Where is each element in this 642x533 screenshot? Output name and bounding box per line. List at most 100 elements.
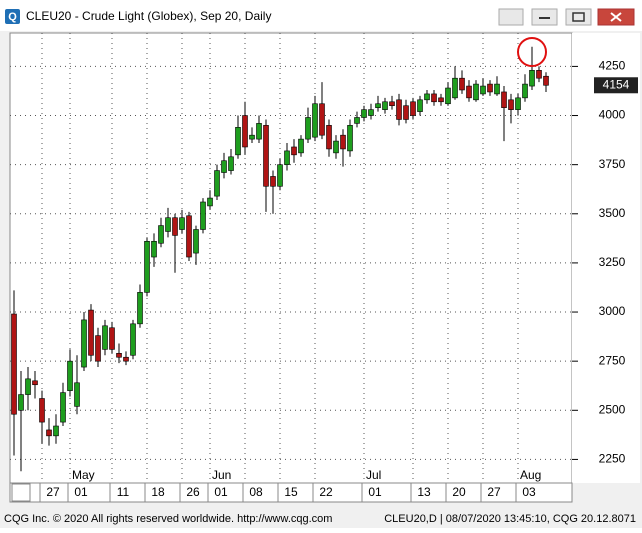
candle-body (137, 292, 143, 325)
x-tick-label: 01 (214, 485, 228, 499)
candle-body (466, 85, 472, 99)
candle-body (326, 125, 332, 150)
candle-body (375, 103, 381, 108)
app-icon-text: Q (8, 11, 17, 23)
candle-body (522, 83, 528, 99)
y-tick-label: 3250 (599, 255, 626, 269)
candle-body (340, 134, 346, 150)
candle-body (508, 99, 514, 110)
y-tick-label: 3000 (599, 304, 626, 318)
candle-body (102, 325, 108, 350)
candle-body (179, 217, 185, 230)
candle-body (32, 380, 38, 386)
y-tick-label: 2750 (599, 353, 626, 367)
candle-body (487, 83, 493, 93)
plot-area (9, 32, 573, 484)
candle-body (410, 101, 416, 116)
candle-body (347, 125, 353, 152)
candle-body (249, 134, 255, 140)
maximize-button[interactable] (565, 8, 592, 26)
candle-body (165, 217, 171, 232)
candle-body (319, 103, 325, 136)
candle-body (158, 225, 164, 244)
candle-body (536, 70, 542, 79)
candle-body (480, 85, 486, 95)
candle-body (389, 101, 395, 107)
x-tick-label: 20 (452, 485, 466, 499)
candle-body (39, 398, 45, 423)
candle-body (277, 164, 283, 187)
candle-body (214, 170, 220, 197)
candle-body (361, 109, 367, 118)
candle-body (543, 75, 549, 86)
month-label: May (72, 468, 95, 482)
x-tick-label: 18 (151, 485, 165, 499)
candle-body (298, 138, 304, 154)
candle-body (256, 123, 262, 140)
candle-body (452, 77, 458, 99)
last-price-box (594, 77, 638, 94)
x-tick-label: 11 (117, 485, 130, 499)
candle-body (228, 156, 234, 171)
candle-body (284, 150, 290, 165)
candle-body (515, 97, 521, 110)
candle-body (501, 91, 507, 108)
candle-body (221, 160, 227, 173)
highlight-circle (517, 37, 547, 67)
candle-body (18, 394, 24, 411)
x-tick-label: 22 (319, 485, 333, 499)
x-tick-label: 27 (46, 485, 60, 499)
link-button[interactable] (498, 8, 524, 26)
y-tick-label: 2500 (599, 402, 626, 416)
candle-body (95, 335, 101, 362)
month-label: Jul (366, 468, 381, 482)
candle-body (74, 382, 80, 407)
candle-body (382, 101, 388, 110)
month-label: Aug (520, 468, 541, 482)
candle-body (130, 323, 136, 356)
price-axis (572, 33, 640, 483)
x-tick-label: 01 (74, 485, 88, 499)
candle-body (529, 70, 535, 87)
candle-body (417, 99, 423, 112)
axis-corner (11, 483, 31, 502)
candle-body (116, 353, 122, 358)
candle-body (67, 360, 73, 391)
candle-body (88, 309, 94, 356)
candle-body (53, 425, 59, 437)
candle-body (235, 127, 241, 156)
candle-body (207, 197, 213, 207)
x-tick-label: 13 (417, 485, 431, 499)
candle-body (354, 117, 360, 124)
candle-body (25, 378, 31, 395)
candle-body (144, 240, 150, 293)
last-price-label: 4154 (603, 77, 630, 91)
y-tick-label: 2250 (599, 452, 626, 466)
candle-body (242, 115, 248, 148)
y-tick-label: 3750 (599, 157, 626, 171)
month-label: Jun (212, 468, 231, 482)
candle-body (438, 97, 444, 103)
candle-body (193, 229, 199, 254)
status: CLEU20,D | 08/07/2020 13:45:10, CQG 20.1… (384, 513, 636, 525)
candle-body (459, 77, 465, 91)
candle-body (312, 103, 318, 138)
y-tick-label: 4250 (599, 59, 626, 73)
candle-body (46, 429, 52, 437)
x-tick-label: 03 (522, 485, 536, 499)
x-tick-label: 01 (368, 485, 382, 499)
window-title: CLEU20 - Crude Light (Globex), Sep 20, D… (26, 9, 271, 23)
candle-body (200, 201, 206, 230)
candle-body (172, 217, 178, 236)
y-tick-label: 4000 (599, 108, 626, 122)
candle-body (186, 215, 192, 258)
candle-body (60, 392, 66, 423)
copyright: CQG Inc. © 2020 All rights reserved worl… (4, 513, 332, 525)
x-tick-label: 15 (284, 485, 298, 499)
candle-body (263, 125, 269, 187)
candle-body (396, 99, 402, 120)
candle-body (473, 83, 479, 101)
candle-body (424, 93, 430, 101)
x-tick-label: 26 (186, 485, 200, 499)
